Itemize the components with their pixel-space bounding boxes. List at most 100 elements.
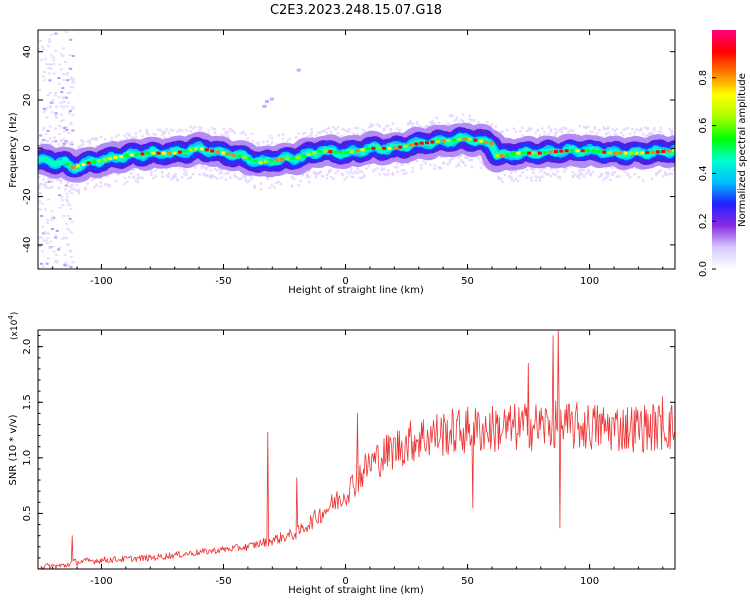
spectrogram-halo-cell	[499, 178, 502, 181]
spectrogram-halo-cell	[40, 141, 43, 145]
spectrogram-halo-cell	[92, 177, 96, 181]
spectrogram-halo-cell	[224, 130, 228, 134]
spectrogram-peak-cell	[306, 152, 311, 156]
spectrogram-halo-cell	[88, 142, 92, 145]
spectrogram-halo-cell	[448, 114, 452, 118]
spectrogram-halo-cell	[497, 177, 500, 180]
spectrogram-peak-cell	[135, 152, 140, 156]
spectrogram-halo-cell	[244, 174, 247, 177]
spectrogram-noise-cell	[66, 203, 70, 206]
spectrogram-halo-cell	[521, 134, 524, 137]
spectrogram-halo-cell	[637, 175, 641, 179]
spectrogram-noise-cell	[71, 78, 75, 81]
spectrogram-halo-cell	[259, 182, 263, 185]
spectrogram-border	[37, 29, 676, 270]
spectrogram-halo-cell	[176, 178, 179, 182]
spectrogram-halo-cell	[207, 174, 210, 178]
spectrogram-halo-cell	[606, 174, 610, 177]
spectrogram-halo-cell	[431, 119, 434, 123]
spectrogram-halo-cell	[171, 176, 175, 179]
spectrogram-halo-cell	[543, 166, 546, 170]
snr-frame	[37, 329, 676, 570]
spectrogram-halo-cell	[587, 168, 590, 171]
spectrogram-y-tick-label: 20	[22, 94, 33, 107]
spectrogram-peak-cell	[602, 150, 607, 154]
spectrogram-halo-cell	[246, 136, 250, 140]
spectrogram-noise-cell	[61, 47, 65, 50]
spectrogram-noise-cell	[71, 129, 75, 132]
spectrogram-noise-cell	[54, 91, 58, 94]
spectrogram-halo-cell	[266, 140, 269, 143]
spectrogram-halo-cell	[409, 122, 412, 125]
spectrogram-halo-cell	[294, 135, 298, 139]
spectrogram-peak-cell	[237, 154, 242, 158]
spectrogram-halo-cell	[244, 139, 247, 142]
spectrogram-halo-cell	[226, 172, 230, 175]
spectrogram-halo-cell	[55, 178, 59, 181]
spectrogram-halo-cell	[68, 189, 72, 193]
spectrogram-halo-cell	[538, 133, 542, 137]
spectrogram-halo-cell	[455, 118, 458, 121]
spectrogram-halo-cell	[376, 166, 379, 170]
spectrogram-halo-cell	[81, 143, 85, 146]
spectrogram-noise-cell	[54, 32, 58, 35]
spectrogram-halo-cell	[352, 175, 355, 179]
spectrogram-halo-cell	[207, 164, 210, 168]
spectrogram-halo-cell	[57, 177, 61, 181]
spectrogram-halo-cell	[554, 132, 557, 135]
spectrogram-peak-cell	[419, 141, 424, 145]
spectrogram-x-label: Height of straight line (km)	[288, 285, 424, 296]
spectrogram-noise-cell	[54, 50, 58, 53]
spectrogram-halo-cell	[330, 168, 333, 172]
spectrogram-halo-cell	[266, 176, 269, 179]
spectrogram-noise-cell	[59, 113, 63, 116]
spectrogram-halo-cell	[428, 163, 432, 167]
spectrogram-halo-cell	[209, 169, 212, 172]
spectrogram-halo-cell	[639, 127, 643, 130]
spectrogram-peak-cell	[124, 153, 129, 157]
spectrogram-peak-cell	[527, 151, 532, 155]
spectrogram-peak-cell	[333, 150, 338, 154]
spectrogram-halo-cell	[251, 139, 254, 143]
spectrogram-y-ticks: -40 -20 0 20 40	[22, 45, 675, 253]
spectrogram-halo-cell	[178, 128, 182, 132]
spectrogram-halo-cell	[666, 173, 669, 176]
spectrogram-halo-cell	[268, 186, 272, 189]
colorbar-tick-label: 0.6	[698, 118, 709, 134]
spectrogram-noise-cell	[65, 223, 69, 226]
spectrogram-halo-cell	[380, 168, 384, 172]
spectrogram-halo-cell	[615, 133, 619, 137]
spectrogram-peak-cell	[301, 154, 306, 158]
spectrogram-halo-cell	[657, 170, 660, 173]
spectrogram-halo-cell	[128, 133, 131, 137]
spectrogram-halo-cell	[604, 171, 608, 174]
spectrogram-noise-cell	[71, 261, 75, 264]
spectrogram-halo-cell	[600, 174, 603, 177]
spectrogram-noise-cell	[47, 198, 51, 201]
spectrogram-halo-cell	[341, 127, 344, 131]
spectrogram-halo-cell	[420, 167, 423, 170]
spectrogram-halo-cell	[266, 177, 269, 181]
spectrogram-halo-cell	[439, 155, 443, 159]
snr-y-tick-label: 0.5	[22, 505, 33, 521]
spectrogram-halo-cell	[213, 167, 217, 171]
spectrogram-halo-cell	[519, 130, 522, 133]
spectrogram-halo-cell	[385, 173, 388, 177]
spectrogram-peak-cell	[623, 151, 628, 155]
spectrogram-halo-cell	[207, 128, 210, 132]
spectrogram-halo-cell	[514, 130, 518, 133]
spectrogram-halo-cell	[437, 166, 441, 170]
spectrogram-halo-cell	[503, 173, 507, 177]
snr-x-tick-label: 50	[461, 576, 474, 587]
spectrogram-halo-cell	[301, 173, 305, 177]
spectrogram-halo-cell	[220, 171, 223, 175]
spectrogram-halo-cell	[477, 120, 480, 124]
spectrogram-noise-cell	[69, 266, 73, 269]
spectrogram-halo-cell	[180, 176, 184, 179]
spectrogram-halo-cell	[407, 122, 410, 125]
spectrogram-halo-cell	[290, 184, 294, 187]
spectrogram-halo-cell	[316, 131, 320, 134]
spectrogram-halo-cell	[367, 164, 370, 168]
spectrogram-halo-cell	[171, 129, 175, 132]
spectrogram-y-label: Frequency (Hz)	[8, 112, 19, 188]
